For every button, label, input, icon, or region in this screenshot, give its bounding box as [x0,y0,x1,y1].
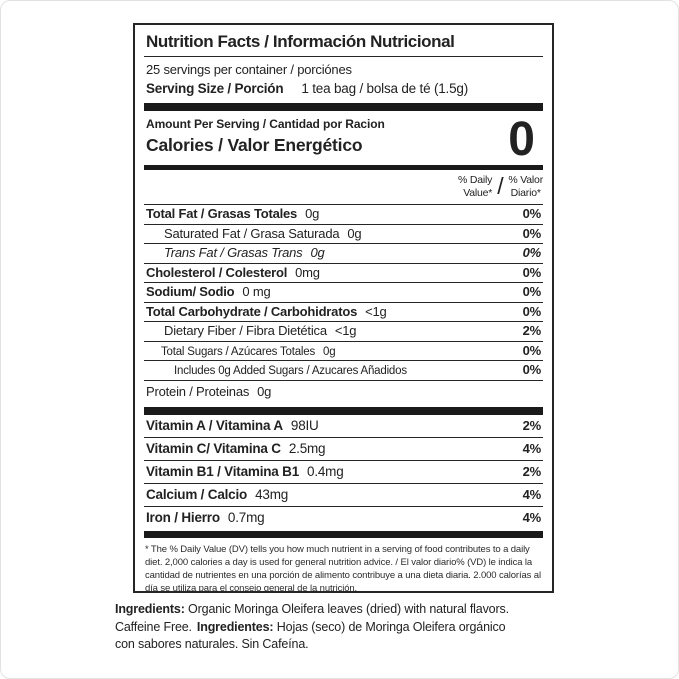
thick-divider [144,530,543,538]
row-dv: 0% [522,206,542,221]
nutrient-row-total-sugars: Total Sugars / Azúcares Totales 0g 0% [144,342,543,361]
vitamin-row-vitamin-c: Vitamin C/ Vitamina C 2.5mg 4% [144,438,543,461]
daily-value-es: % Valor Diario* [508,174,543,199]
ingredients-line-1: Ingredients: Organic Moringa Oleifera le… [115,602,509,616]
daily-value-header: % Daily Value* / % Valor Diario* [144,174,543,199]
row-dv: 0% [522,245,542,260]
calories-label: Calories / Valor Energético [146,135,363,155]
daily-value-footnote: * The % Daily Value (DV) tells you how m… [145,543,541,595]
vitamin-row-iron: Iron / Hierro 0.7mg 4% [144,507,543,531]
nutrient-row-total-carbohydrate: Total Carbohydrate / Carbohidratos <1g 0% [144,303,543,322]
serving-size-label: Serving Size / Porción [146,81,284,96]
row-dv: 2% [522,463,542,479]
nutrient-row-cholesterol: Cholesterol / Colesterol 0mg 0% [144,264,543,283]
thick-divider [144,406,543,415]
serving-size-value: 1 tea bag / bolsa de té (1.5g) [301,81,469,96]
vitamin-row-calcium: Calcium / Calcio 43mg 4% [144,484,543,507]
amount-per-serving: Amount Per Serving / Cantidad por Racion [146,117,385,131]
nutrient-row-sodium: Sodium/ Sodio 0 mg 0% [144,283,543,303]
header-slash: / [497,173,504,199]
vitamin-row-vitamin-a: Vitamin A / Vitamina A 98IU 2% [144,415,543,438]
row-dv: 0% [522,362,542,377]
calories-row: Calories / Valor Energético 0 [144,116,543,164]
row-dv: 2% [522,323,542,338]
nutrient-row-total-fat: Total Fat / Grasas Totales 0g 0% [144,205,543,225]
daily-value-en: % Daily Value* [458,174,493,199]
nutrient-row-added-sugars: Includes 0g Added Sugars / Azucares Añad… [144,361,543,381]
nutrition-facts-panel: Nutrition Facts / Información Nutriciona… [133,23,554,595]
nutrient-row-saturated-fat: Saturated Fat / Grasa Saturada 0g 0% [144,225,543,244]
panel-title: Nutrition Facts / Información Nutriciona… [144,25,543,57]
row-dv: 0% [522,303,542,319]
nutrient-row-protein: Protein / Proteinas 0g [146,383,272,399]
row-dv: 4% [522,509,542,525]
nutrient-row-trans-fat: Trans Fat / Grasas Trans 0g 0% [144,244,543,264]
row-dv: 2% [522,417,542,433]
medium-divider [144,165,543,170]
row-dv: 4% [522,486,542,502]
serving-size-line: Serving Size / Porción 1 tea bag / bolsa … [144,79,543,99]
row-dv: 0% [522,225,542,241]
row-dv: 4% [522,440,542,456]
nutrient-rows: Total Fat / Grasas Totales 0g 0% Saturate… [144,204,543,407]
ingredients-line-3: con sabores naturales. Sin Cafeína. [115,637,309,651]
row-dv: 0% [522,284,542,299]
nutrient-row-dietary-fiber: Dietary Fiber / Fibra Dietética <1g 2% [144,322,543,342]
calories-value: 0 [508,113,535,166]
ingredients-paragraph: Ingredients: Organic Moringa Oleifera le… [115,601,509,654]
thick-divider [144,103,543,111]
ingredients-line-2: Caffeine Free. Ingredientes: Hojas (seco)… [115,619,506,634]
servings-per-container: 25 servings per container / porciónes [146,62,352,77]
vitamin-rows: Vitamin A / Vitamina A 98IU 2% Vitamin C/… [144,415,543,531]
row-dv: 0% [522,264,542,280]
row-dv: 0% [522,342,542,358]
vitamin-row-vitamin-b1: Vitamin B1 / Vitamina B1 0.4mg 2% [144,461,543,484]
